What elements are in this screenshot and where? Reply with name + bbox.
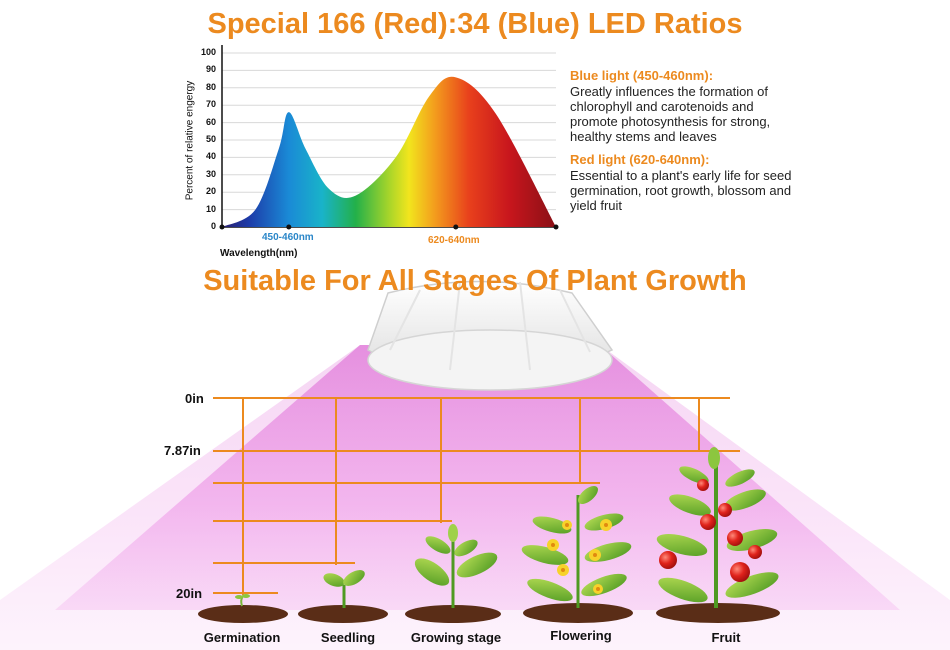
chart-y-tick-label: 70 [205,99,216,110]
distance-20in-label: 20in [176,586,203,601]
chart-y-tick-label: 0 [210,221,216,231]
chart-y-tick-label: 90 [205,64,216,75]
blue-light-description: Greatly influences the formation of chlo… [570,84,771,144]
chart-y-axis-label: Percent of relative engergy [184,80,196,201]
distance-lines [213,397,740,595]
spectrum-area [222,76,556,228]
chart-y-tick-label: 50 [205,134,216,144]
stage-label-germination: Germination [203,630,281,645]
growing-plant-icon [414,524,498,608]
soil-mounds [198,603,780,623]
blue-light-heading: Blue light (450-460nm): [570,68,714,83]
chart-axis-dot [286,224,292,230]
distance-0in-label: 0in [185,391,204,406]
chart-y-tick-label: 80 [205,81,216,92]
spectrum-title: Special 166 (Red):34 (Blue) LED Ratios [207,8,743,40]
chart-y-tick-label: 60 [205,116,216,127]
fruit-plant-icon [656,447,779,608]
blue-marker-label: 450-460nm [262,232,314,243]
stage-label-flowering: Flowering [550,628,612,643]
chart-axis-dot [219,224,225,230]
red-light-description: Essential to a plant's early life for se… [570,168,792,213]
distance-787in-label: 7.87in [164,443,201,458]
chart-y-tick-label: 30 [205,168,216,179]
stage-label-fruit: Fruit [711,630,741,645]
seedling-icon [323,570,365,608]
red-marker-label: 620-640nm [428,235,480,246]
chart-y-tick-label: 20 [205,186,216,197]
chart-y-tick-label: 40 [205,151,216,162]
stage-label-seedling: Seedling [320,630,376,645]
chart-y-tick-label: 100 [200,47,216,57]
chart-x-axis-label: Wavelength(nm) [220,248,298,259]
chart-axis-dot [453,224,459,230]
flowering-plant-icon [521,486,632,608]
stage-label-growing: Growing stage [410,630,502,645]
germination-sprout-icon [235,594,250,607]
stages-title: Suitable For All Stages Of Plant Growth [203,265,747,297]
led-lamp-icon [367,280,614,391]
red-light-heading: Red light (620-640nm): [570,152,710,167]
chart-y-tick-label: 10 [205,203,216,214]
chart-axis-dot [553,224,559,230]
spectrum-chart [219,45,559,230]
